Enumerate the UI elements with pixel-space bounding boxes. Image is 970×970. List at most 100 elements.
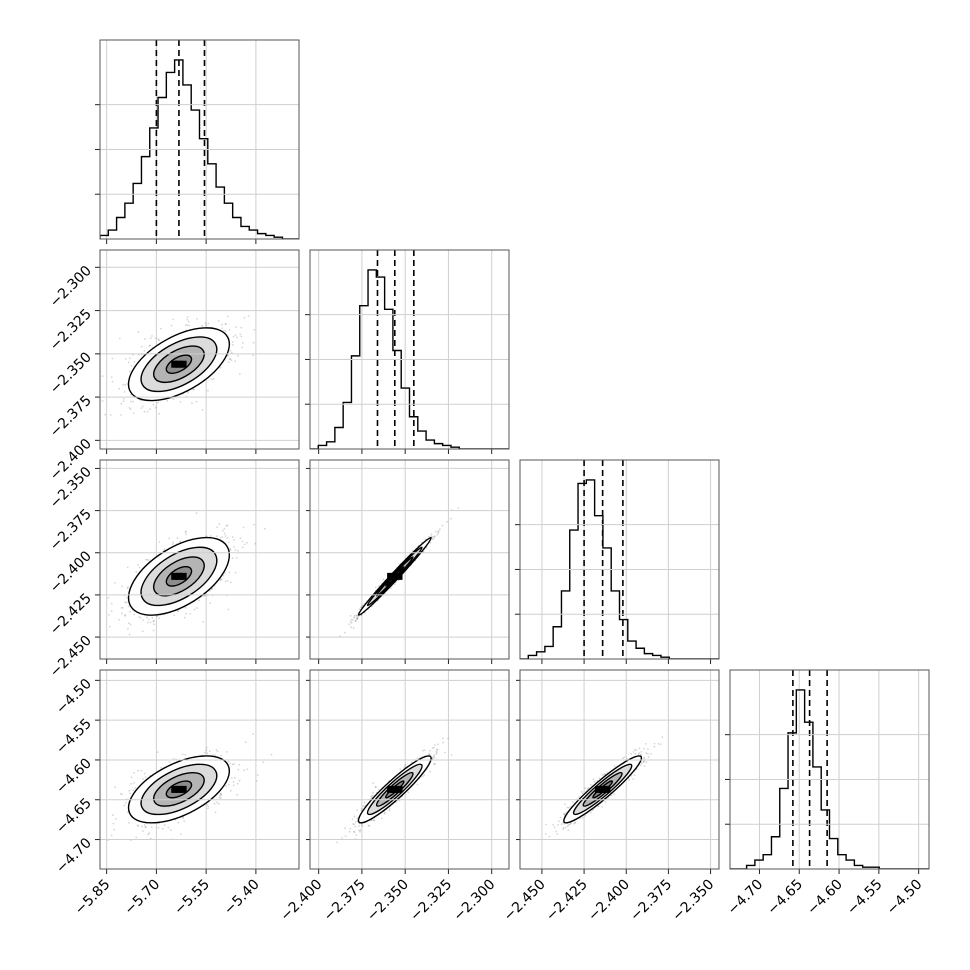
sample-point	[353, 830, 355, 833]
sample-point	[640, 762, 643, 764]
sample-point	[148, 344, 151, 347]
sample-point	[130, 782, 133, 785]
sample-point	[240, 335, 243, 338]
panel-1-1	[305, 249, 510, 454]
sample-point	[447, 737, 449, 740]
sample-point	[367, 824, 370, 827]
sample-point	[243, 543, 246, 546]
sample-point	[183, 820, 186, 822]
sample-point	[148, 832, 151, 835]
sample-point	[121, 793, 123, 796]
sample-point	[213, 802, 216, 805]
sample-point	[356, 617, 359, 619]
sample-point	[217, 802, 220, 805]
sample-point	[431, 538, 434, 541]
sample-point	[442, 741, 444, 744]
sample-point	[163, 824, 166, 827]
sample-point	[210, 588, 213, 591]
sample-point	[224, 535, 227, 537]
sample-point	[354, 619, 357, 622]
sample-point	[643, 756, 646, 759]
sample-point	[205, 749, 208, 751]
sample-point	[349, 827, 352, 830]
sample-point	[171, 543, 174, 545]
sample-point	[115, 818, 117, 820]
sample-point	[127, 622, 130, 625]
sample-point	[388, 809, 391, 812]
panel-2-1	[306, 459, 510, 664]
sample-point	[216, 526, 219, 528]
sample-point	[122, 397, 125, 400]
sample-point	[437, 530, 439, 533]
sample-point	[389, 587, 392, 590]
sample-point	[372, 782, 375, 784]
sample-point	[216, 801, 218, 804]
sample-point	[229, 358, 232, 361]
peak-block-2	[175, 360, 183, 368]
sample-point	[125, 801, 127, 804]
sample-point	[110, 376, 113, 379]
peak-block-0	[171, 785, 179, 793]
sample-point	[422, 749, 424, 752]
sample-point	[228, 571, 231, 574]
sample-point	[436, 751, 438, 754]
y-tick-label: −2.325	[47, 306, 95, 354]
sample-point	[241, 540, 244, 543]
x-tick-label: −5.40	[221, 877, 263, 919]
sample-point	[130, 776, 133, 778]
sample-point	[161, 827, 164, 830]
sample-point	[133, 613, 136, 616]
sample-point	[219, 579, 222, 582]
sample-point	[233, 539, 235, 541]
peak-block-2	[175, 572, 183, 580]
sample-point	[559, 816, 562, 819]
sample-point	[227, 354, 230, 357]
sample-point	[187, 392, 189, 394]
sample-point	[143, 350, 146, 352]
peak-block-1	[179, 360, 187, 368]
sample-point	[120, 402, 123, 405]
sample-point	[128, 822, 130, 824]
sample-point	[104, 413, 106, 416]
sample-point	[430, 533, 433, 536]
sample-point	[144, 826, 147, 828]
sample-point	[350, 618, 353, 621]
sample-point	[437, 743, 439, 746]
sample-point	[354, 620, 357, 622]
sample-point	[209, 602, 212, 604]
sample-point	[198, 599, 201, 602]
sample-point	[222, 574, 225, 577]
sample-point	[220, 793, 222, 795]
sample-point	[219, 366, 222, 369]
sample-point	[246, 541, 248, 544]
sample-point	[232, 780, 235, 783]
sample-point	[154, 337, 157, 339]
sample-point	[151, 335, 153, 337]
peak-block-2	[391, 785, 399, 793]
sample-point	[160, 327, 162, 330]
sample-point	[545, 833, 547, 835]
sample-point	[152, 620, 155, 622]
sample-point	[144, 776, 147, 778]
sample-point	[428, 752, 431, 755]
sample-point	[404, 763, 407, 766]
sample-point	[233, 776, 236, 779]
sample-point	[140, 345, 143, 348]
y-tick-label: −2.450	[47, 633, 95, 681]
sample-point	[150, 826, 153, 829]
contour-line-3	[165, 780, 193, 799]
sample-point	[151, 616, 154, 619]
sample-point	[224, 323, 227, 325]
sample-point	[226, 751, 228, 753]
sample-point	[110, 602, 113, 605]
sample-point	[146, 621, 149, 624]
sample-point	[221, 536, 224, 538]
sample-point	[203, 751, 206, 754]
sample-point	[127, 627, 129, 630]
sample-point	[218, 523, 221, 526]
sample-point	[221, 327, 224, 330]
sample-point	[157, 401, 159, 404]
sample-point	[139, 617, 142, 619]
sample-point	[179, 401, 182, 403]
sample-point	[228, 357, 231, 360]
